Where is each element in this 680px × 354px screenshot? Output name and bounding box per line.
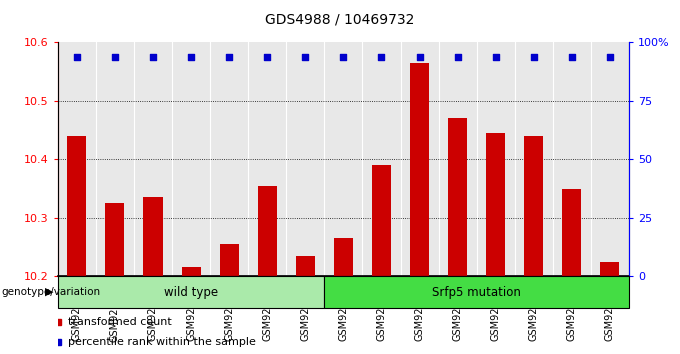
Point bbox=[300, 54, 311, 60]
Bar bbox=[486, 133, 505, 276]
Bar bbox=[182, 267, 201, 276]
Point bbox=[490, 54, 501, 60]
Bar bbox=[600, 262, 619, 276]
Point bbox=[186, 54, 197, 60]
Point bbox=[605, 54, 615, 60]
Bar bbox=[296, 256, 315, 276]
Text: GDS4988 / 10469732: GDS4988 / 10469732 bbox=[265, 12, 415, 27]
Point bbox=[71, 54, 82, 60]
Point bbox=[528, 54, 539, 60]
Bar bbox=[524, 136, 543, 276]
Bar bbox=[562, 188, 581, 276]
Point bbox=[262, 54, 273, 60]
Bar bbox=[67, 136, 86, 276]
Bar bbox=[143, 197, 163, 276]
Text: Srfp5 mutation: Srfp5 mutation bbox=[432, 286, 521, 298]
Bar bbox=[258, 185, 277, 276]
Text: ▶: ▶ bbox=[46, 287, 54, 297]
Text: transformed count: transformed count bbox=[68, 317, 172, 327]
Bar bbox=[410, 63, 429, 276]
Point bbox=[148, 54, 158, 60]
Text: percentile rank within the sample: percentile rank within the sample bbox=[68, 337, 256, 347]
Bar bbox=[105, 203, 124, 276]
Bar bbox=[334, 238, 353, 276]
Bar bbox=[448, 118, 467, 276]
Bar bbox=[220, 244, 239, 276]
Point bbox=[338, 54, 349, 60]
Point bbox=[414, 54, 425, 60]
Bar bbox=[372, 165, 391, 276]
Bar bbox=[58, 276, 324, 308]
Text: wild type: wild type bbox=[164, 286, 218, 298]
Bar bbox=[324, 276, 629, 308]
Point bbox=[566, 54, 577, 60]
Point bbox=[376, 54, 387, 60]
Point bbox=[224, 54, 235, 60]
Point bbox=[109, 54, 120, 60]
Text: genotype/variation: genotype/variation bbox=[1, 287, 101, 297]
Point bbox=[452, 54, 463, 60]
